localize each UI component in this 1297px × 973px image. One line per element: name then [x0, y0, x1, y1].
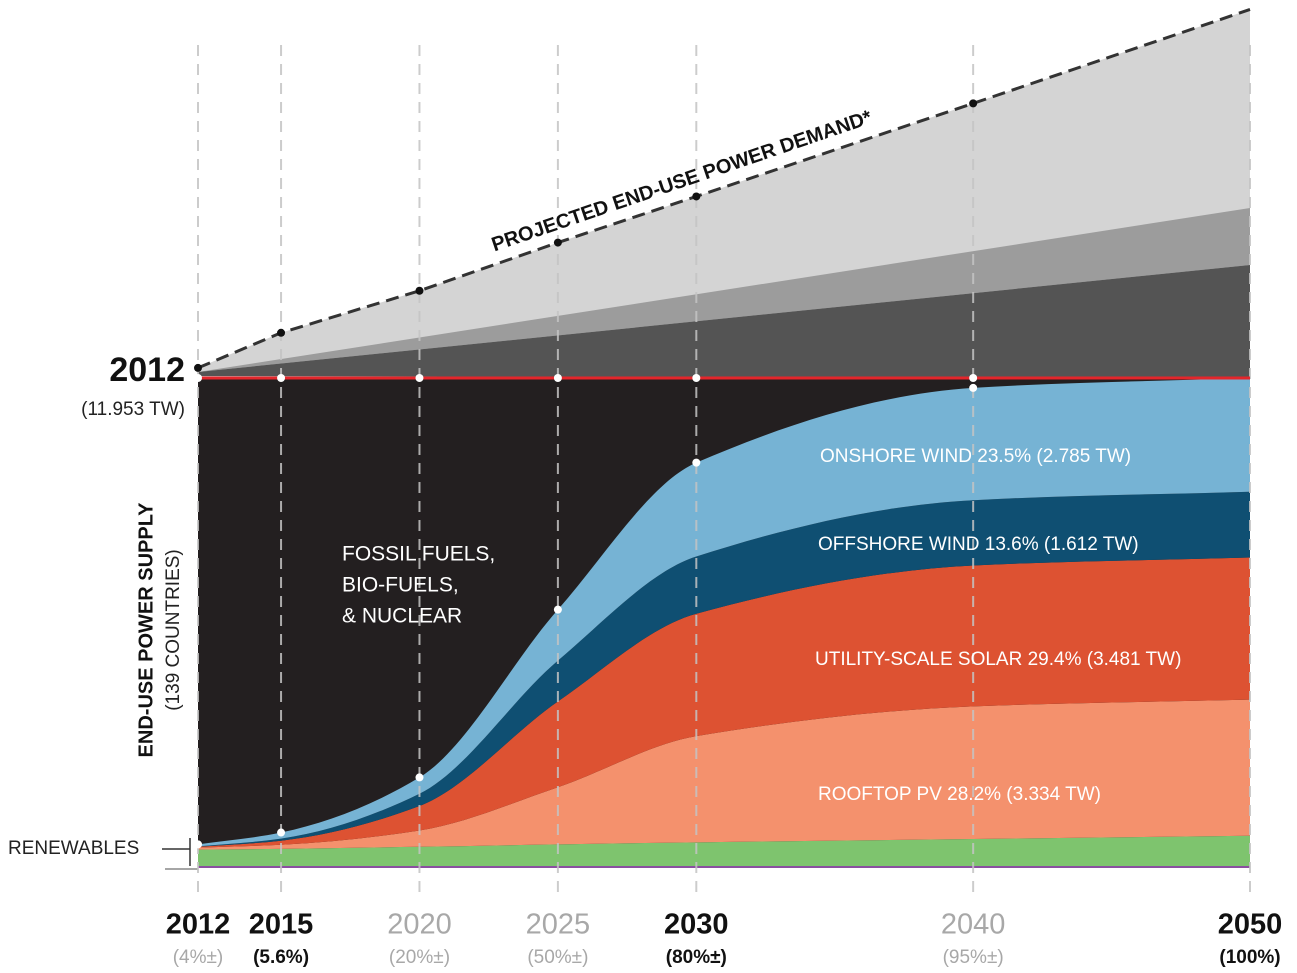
x-tick-sublabel: (50%±)	[527, 947, 588, 968]
supply-dot	[553, 374, 562, 382]
supply-dot	[277, 374, 286, 382]
demand-dot	[415, 286, 424, 295]
series-label: ROOFTOP PV 28.2% (3.334 TW)	[818, 784, 1101, 805]
series-label: ONSHORE WIND 23.5% (2.785 TW)	[820, 446, 1131, 467]
supply-dot	[194, 374, 202, 382]
demand-dot	[553, 238, 562, 247]
series-label: UTILITY-SCALE SOLAR 29.4% (3.481 TW)	[815, 649, 1181, 670]
x-tick-label: 2020	[387, 909, 452, 941]
fossil-label: & NUCLEAR	[342, 605, 462, 628]
series-label: OFFSHORE WIND 13.6% (1.612 TW)	[818, 534, 1139, 555]
x-tick-label: 2015	[249, 909, 314, 941]
x-tick-sublabel: (4%±)	[173, 947, 224, 968]
x-tick-sublabel: (95%±)	[943, 947, 1004, 968]
supply-dot	[969, 374, 978, 382]
renewables-dot	[194, 840, 202, 849]
renewables-dot	[692, 458, 701, 467]
x-tick-label: 2050	[1218, 909, 1283, 941]
series-area	[198, 557, 1250, 848]
series-area	[198, 491, 1250, 847]
start-year-label: 2012	[109, 351, 185, 389]
renewables-dot	[277, 828, 286, 837]
x-tick-sublabel: (20%±)	[389, 947, 450, 968]
renewables-dot	[969, 383, 978, 392]
x-tick-label: 2030	[664, 909, 729, 941]
x-tick-label: 2040	[941, 909, 1006, 941]
demand-dot	[692, 192, 701, 201]
x-tick-label: 2025	[526, 909, 591, 941]
demand-dot	[194, 363, 202, 372]
x-tick-sublabel: (100%)	[1219, 947, 1280, 968]
supply-dot	[415, 374, 424, 382]
series-area	[198, 699, 1250, 850]
renewables-dot	[553, 605, 562, 614]
fossil-label: BIO-FUELS,	[342, 574, 459, 597]
series-area	[198, 378, 1250, 847]
supply-dot	[692, 374, 701, 382]
x-tick-sublabel: (80%±)	[666, 947, 727, 968]
supply-label: (11.953 TW)	[81, 399, 185, 420]
y-axis-sublabel: (139 COUNTRIES)	[163, 549, 184, 711]
y-axis-label: END-USE POWER SUPPLY	[135, 502, 157, 758]
series-area	[198, 835, 1250, 866]
fossil-label: FOSSIL FUELS,	[342, 543, 495, 566]
renewables-dot	[415, 773, 424, 782]
demand-dot	[277, 328, 286, 337]
demand-band	[198, 265, 1250, 378]
grid	[197, 45, 1251, 895]
overlay	[194, 8, 1251, 849]
x-tick-sublabel: (5.6%)	[253, 947, 309, 968]
demand-dot	[969, 99, 978, 108]
x-tick-label: 2012	[166, 909, 231, 941]
renewables-label: RENEWABLES	[8, 838, 139, 859]
demand-band	[198, 208, 1250, 372]
areas	[198, 378, 1250, 866]
